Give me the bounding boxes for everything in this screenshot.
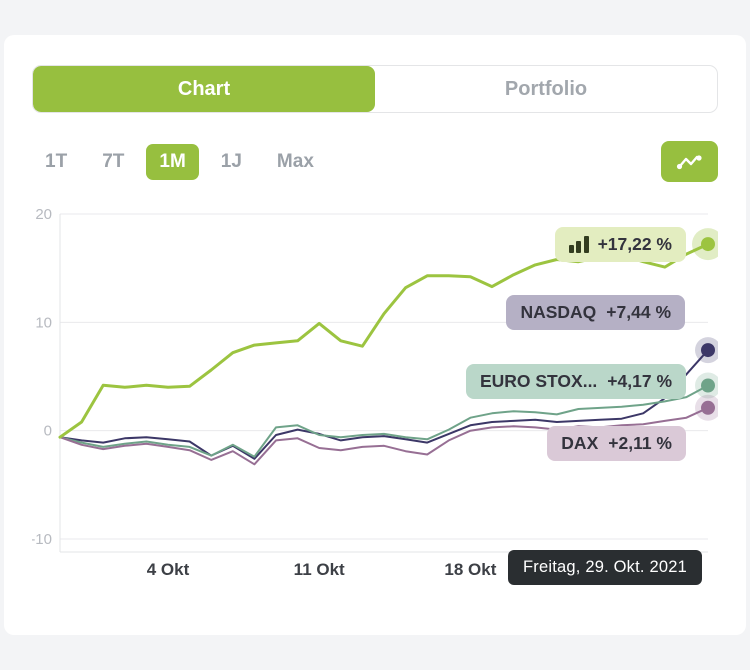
nasdaq-change-value: +7,44 % bbox=[606, 302, 671, 322]
nasdaq-label: NASDAQ bbox=[520, 302, 597, 322]
view-tabs: Chart Portfolio bbox=[32, 65, 718, 113]
bar-chart-icon bbox=[568, 236, 589, 253]
svg-text:-10: -10 bbox=[32, 531, 52, 548]
dax-performance-badge: DAX +2,11 % bbox=[547, 426, 686, 461]
chart-area[interactable]: 20 10 0 -10 4 Okt 11 Okt 18 Okt +17,22 % NASDA… bbox=[32, 198, 718, 598]
svg-text:4 Okt: 4 Okt bbox=[147, 560, 190, 579]
range-max[interactable]: Max bbox=[264, 144, 327, 180]
benchmark-button[interactable] bbox=[661, 141, 718, 182]
svg-text:0: 0 bbox=[44, 423, 52, 440]
nasdaq-performance-badge: NASDAQ +7,44 % bbox=[506, 295, 685, 330]
svg-text:18 Okt: 18 Okt bbox=[444, 560, 496, 579]
pulse-icon bbox=[676, 154, 702, 169]
svg-text:10: 10 bbox=[35, 314, 52, 331]
range-row: 1T 7T 1M 1J Max bbox=[32, 141, 718, 182]
range-1j[interactable]: 1J bbox=[208, 144, 255, 180]
portfolio-change-value: +17,22 % bbox=[597, 234, 672, 254]
eurostoxx-performance-badge: EURO STOX... +4,17 % bbox=[465, 364, 686, 399]
app-card: Chart Portfolio 1T 7T 1M 1J Max 20 10 0 -10… bbox=[4, 35, 746, 635]
portfolio-performance-badge: +17,22 % bbox=[554, 227, 686, 262]
range-7t[interactable]: 7T bbox=[89, 144, 137, 180]
tab-portfolio[interactable]: Portfolio bbox=[504, 77, 588, 100]
range-1t[interactable]: 1T bbox=[32, 144, 80, 180]
eurostoxx-change-value: +4,17 % bbox=[607, 371, 672, 391]
svg-text:20: 20 bbox=[35, 206, 52, 223]
tab-chart[interactable]: Chart bbox=[33, 66, 375, 112]
dax-change-value: +2,11 % bbox=[608, 433, 672, 453]
date-tooltip: Freitag, 29. Okt. 2021 bbox=[508, 550, 702, 585]
dax-label: DAX bbox=[561, 433, 599, 453]
range-1m[interactable]: 1M bbox=[146, 143, 199, 180]
svg-text:11 Okt: 11 Okt bbox=[294, 560, 345, 579]
eurostoxx-label: EURO STOX... bbox=[479, 371, 598, 391]
